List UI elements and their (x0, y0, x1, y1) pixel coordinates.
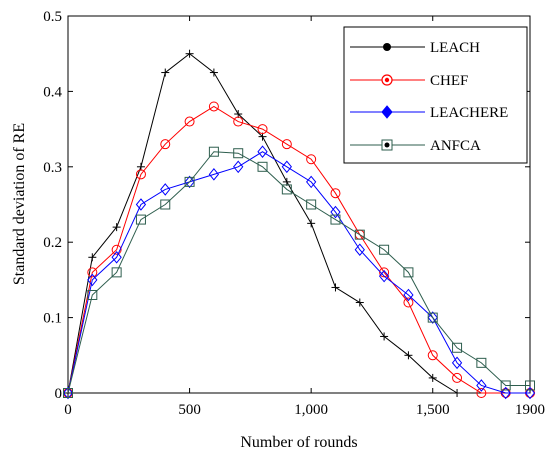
data-point-leach (380, 332, 389, 341)
data-point-anfca (184, 176, 195, 187)
data-point-chef (233, 116, 244, 127)
y-tick-label: 0.1 (43, 311, 62, 327)
legend-label-leach: LEACH (430, 40, 480, 56)
data-point-anfca (208, 146, 219, 157)
data-point-leachere (524, 386, 536, 400)
y-axis: 0 0.1 0.2 0.3 0.4 0.5 (43, 9, 530, 402)
data-point-chef (476, 388, 487, 398)
data-point-anfca (63, 388, 73, 398)
data-point-leachere (306, 175, 317, 189)
series-layer (62, 49, 536, 400)
data-point-leach (209, 68, 218, 77)
data-point-leachere (208, 168, 220, 181)
data-point-leach (404, 351, 413, 360)
legend-marker-leachere (381, 105, 393, 119)
data-point-leachere (476, 379, 487, 392)
y-tick-label: 0.4 (43, 84, 62, 100)
data-point-leachere (354, 243, 365, 257)
series-line-anfca (67, 151, 530, 394)
legend-marker-dot-anfca (384, 142, 390, 148)
data-point-anfca (476, 357, 487, 368)
legend: LEACH CHEF LEACHERE ANFCA (343, 26, 528, 164)
data-point-leachere (160, 183, 171, 196)
data-point-chef (111, 244, 122, 255)
data-point-anfca (427, 312, 438, 323)
x-tick-label: 1,500 (416, 402, 450, 418)
data-point-leachere (451, 356, 463, 370)
data-point-chef (257, 124, 268, 135)
data-point-leachere (111, 250, 122, 264)
series-line-chef (67, 105, 530, 394)
data-point-chef (403, 297, 414, 308)
data-point-chef (379, 267, 390, 278)
data-point-anfca (281, 184, 292, 195)
data-point-leachere (87, 273, 98, 287)
y-tick-label: 0 (55, 386, 63, 402)
x-tick-label: 1900 (515, 402, 545, 418)
x-axis: 0 500 1,000 1,500 1900 (64, 16, 545, 418)
y-tick-label: 0.5 (43, 9, 62, 25)
data-point-anfca (233, 148, 244, 159)
data-point-chef (281, 139, 292, 150)
data-point-chef (306, 154, 317, 165)
data-point-chef (160, 139, 171, 150)
data-point-leachere (135, 198, 147, 211)
data-point-anfca (452, 342, 463, 353)
data-point-anfca (257, 161, 268, 172)
data-point-anfca (306, 199, 317, 210)
y-tick-label: 0.3 (43, 160, 62, 176)
data-point-chef (87, 267, 98, 278)
data-point-anfca (87, 289, 98, 300)
data-point-leach (185, 49, 194, 58)
data-point-anfca (354, 229, 365, 240)
legend-label-leachere: LEACHERE (430, 105, 508, 121)
data-point-chef (135, 169, 146, 180)
legend-label-chef: CHEF (430, 73, 468, 89)
data-point-leachere (378, 269, 390, 283)
y-tick-label: 0.2 (43, 235, 62, 251)
x-tick-label: 500 (178, 402, 201, 418)
x-tick-label: 1,000 (294, 402, 328, 418)
data-point-leachere (257, 145, 268, 159)
x-tick-label: 0 (64, 402, 72, 418)
legend-box (343, 26, 528, 164)
data-point-leach (88, 253, 97, 262)
data-point-anfca (135, 214, 146, 225)
data-point-chef (452, 372, 463, 383)
data-point-chef (427, 350, 438, 361)
data-point-chef (330, 188, 341, 199)
data-point-leachere (330, 205, 341, 219)
plot-frame (67, 15, 531, 394)
data-point-leach (331, 283, 340, 292)
legend-marker-dot-chef (384, 77, 390, 83)
legend-marker-leach (383, 43, 391, 51)
data-point-leachere (62, 386, 74, 400)
data-point-anfca (525, 380, 535, 391)
data-point-leachere (427, 311, 438, 324)
y-axis-title: Standard deviation of RE (11, 123, 28, 285)
data-point-anfca (111, 267, 122, 278)
data-point-leach (161, 68, 170, 77)
data-point-leachere (233, 160, 244, 174)
data-point-leachere (281, 160, 292, 174)
data-point-leach (112, 223, 121, 232)
data-point-anfca (403, 267, 414, 278)
data-point-chef (208, 101, 219, 112)
x-axis-title: Number of rounds (240, 434, 357, 451)
data-point-anfca (379, 244, 390, 255)
data-point-leach (307, 219, 316, 228)
legend-label-anfca: ANFCA (430, 138, 481, 154)
data-point-leachere (184, 175, 195, 189)
data-point-leach (453, 389, 462, 397)
data-point-leach (355, 298, 364, 307)
data-point-leachere (500, 386, 511, 400)
series-line-leachere (67, 151, 530, 394)
data-point-leachere (403, 288, 414, 302)
data-point-leach (428, 373, 437, 382)
data-point-anfca (500, 380, 511, 391)
data-point-anfca (330, 214, 341, 225)
data-point-chef (184, 116, 195, 127)
data-point-anfca (160, 199, 171, 210)
